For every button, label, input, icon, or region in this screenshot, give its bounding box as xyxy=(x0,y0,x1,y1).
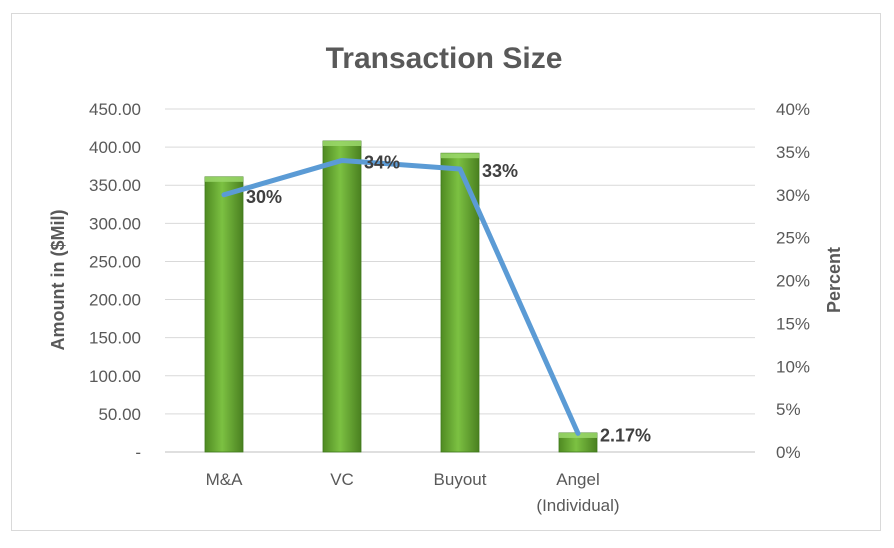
bar-top-highlight xyxy=(205,176,243,182)
chart-title: Transaction Size xyxy=(326,42,563,75)
x-tick-label: (Individual) xyxy=(536,496,619,515)
x-tick-label: Buyout xyxy=(434,470,487,489)
y2-axis-title: Percent xyxy=(824,247,844,313)
y-tick-label: 250.00 xyxy=(89,252,141,271)
gridlines xyxy=(165,108,755,453)
percent-line xyxy=(221,157,581,436)
y2-tick-label: 0% xyxy=(776,443,801,462)
data-label: 34% xyxy=(364,152,400,172)
data-label: 30% xyxy=(246,187,282,207)
x-tick-label: M&A xyxy=(206,470,244,489)
y-tick-label: 100.00 xyxy=(89,367,141,386)
y2-tick-label: 40% xyxy=(776,100,810,119)
bar xyxy=(204,176,244,453)
y-tick-label: 450.00 xyxy=(89,100,141,119)
y-tick-label: - xyxy=(135,443,141,462)
line-series xyxy=(221,157,581,436)
y2-tick-label: 5% xyxy=(776,400,801,419)
y2-tick-label: 35% xyxy=(776,143,810,162)
y2-tick-label: 30% xyxy=(776,186,810,205)
x-tick-label: VC xyxy=(330,470,354,489)
right-axis-ticks: 0% 5% 10% 15% 20% 25% 30% 35% 40% xyxy=(776,100,810,462)
bar xyxy=(322,140,362,453)
data-label: 2.17% xyxy=(600,425,651,445)
y-axis-title: Amount in ($Mil) xyxy=(48,210,68,351)
y-tick-label: 150.00 xyxy=(89,329,141,348)
y2-tick-label: 25% xyxy=(776,229,810,248)
left-axis-ticks: - 50.00 100.00 150.00 200.00 250.00 300.00 350.… xyxy=(89,100,141,462)
bar-top-highlight xyxy=(323,141,361,147)
y-tick-label: 400.00 xyxy=(89,138,141,157)
y-tick-label: 350.00 xyxy=(89,176,141,195)
y-tick-label: 50.00 xyxy=(98,405,141,424)
y2-tick-label: 10% xyxy=(776,357,810,376)
y-tick-label: 300.00 xyxy=(89,214,141,233)
y2-tick-label: 20% xyxy=(776,272,810,291)
category-axis-labels: M&A VC Buyout Angel (Individual) xyxy=(206,470,620,515)
bar-top-highlight xyxy=(441,153,479,159)
x-tick-label: Angel xyxy=(556,470,599,489)
bar-series xyxy=(204,140,598,453)
data-label: 33% xyxy=(482,161,518,181)
y-tick-label: 200.00 xyxy=(89,291,141,310)
y2-tick-label: 15% xyxy=(776,314,810,333)
data-labels: 30% 34% 33% 2.17% xyxy=(246,152,651,445)
